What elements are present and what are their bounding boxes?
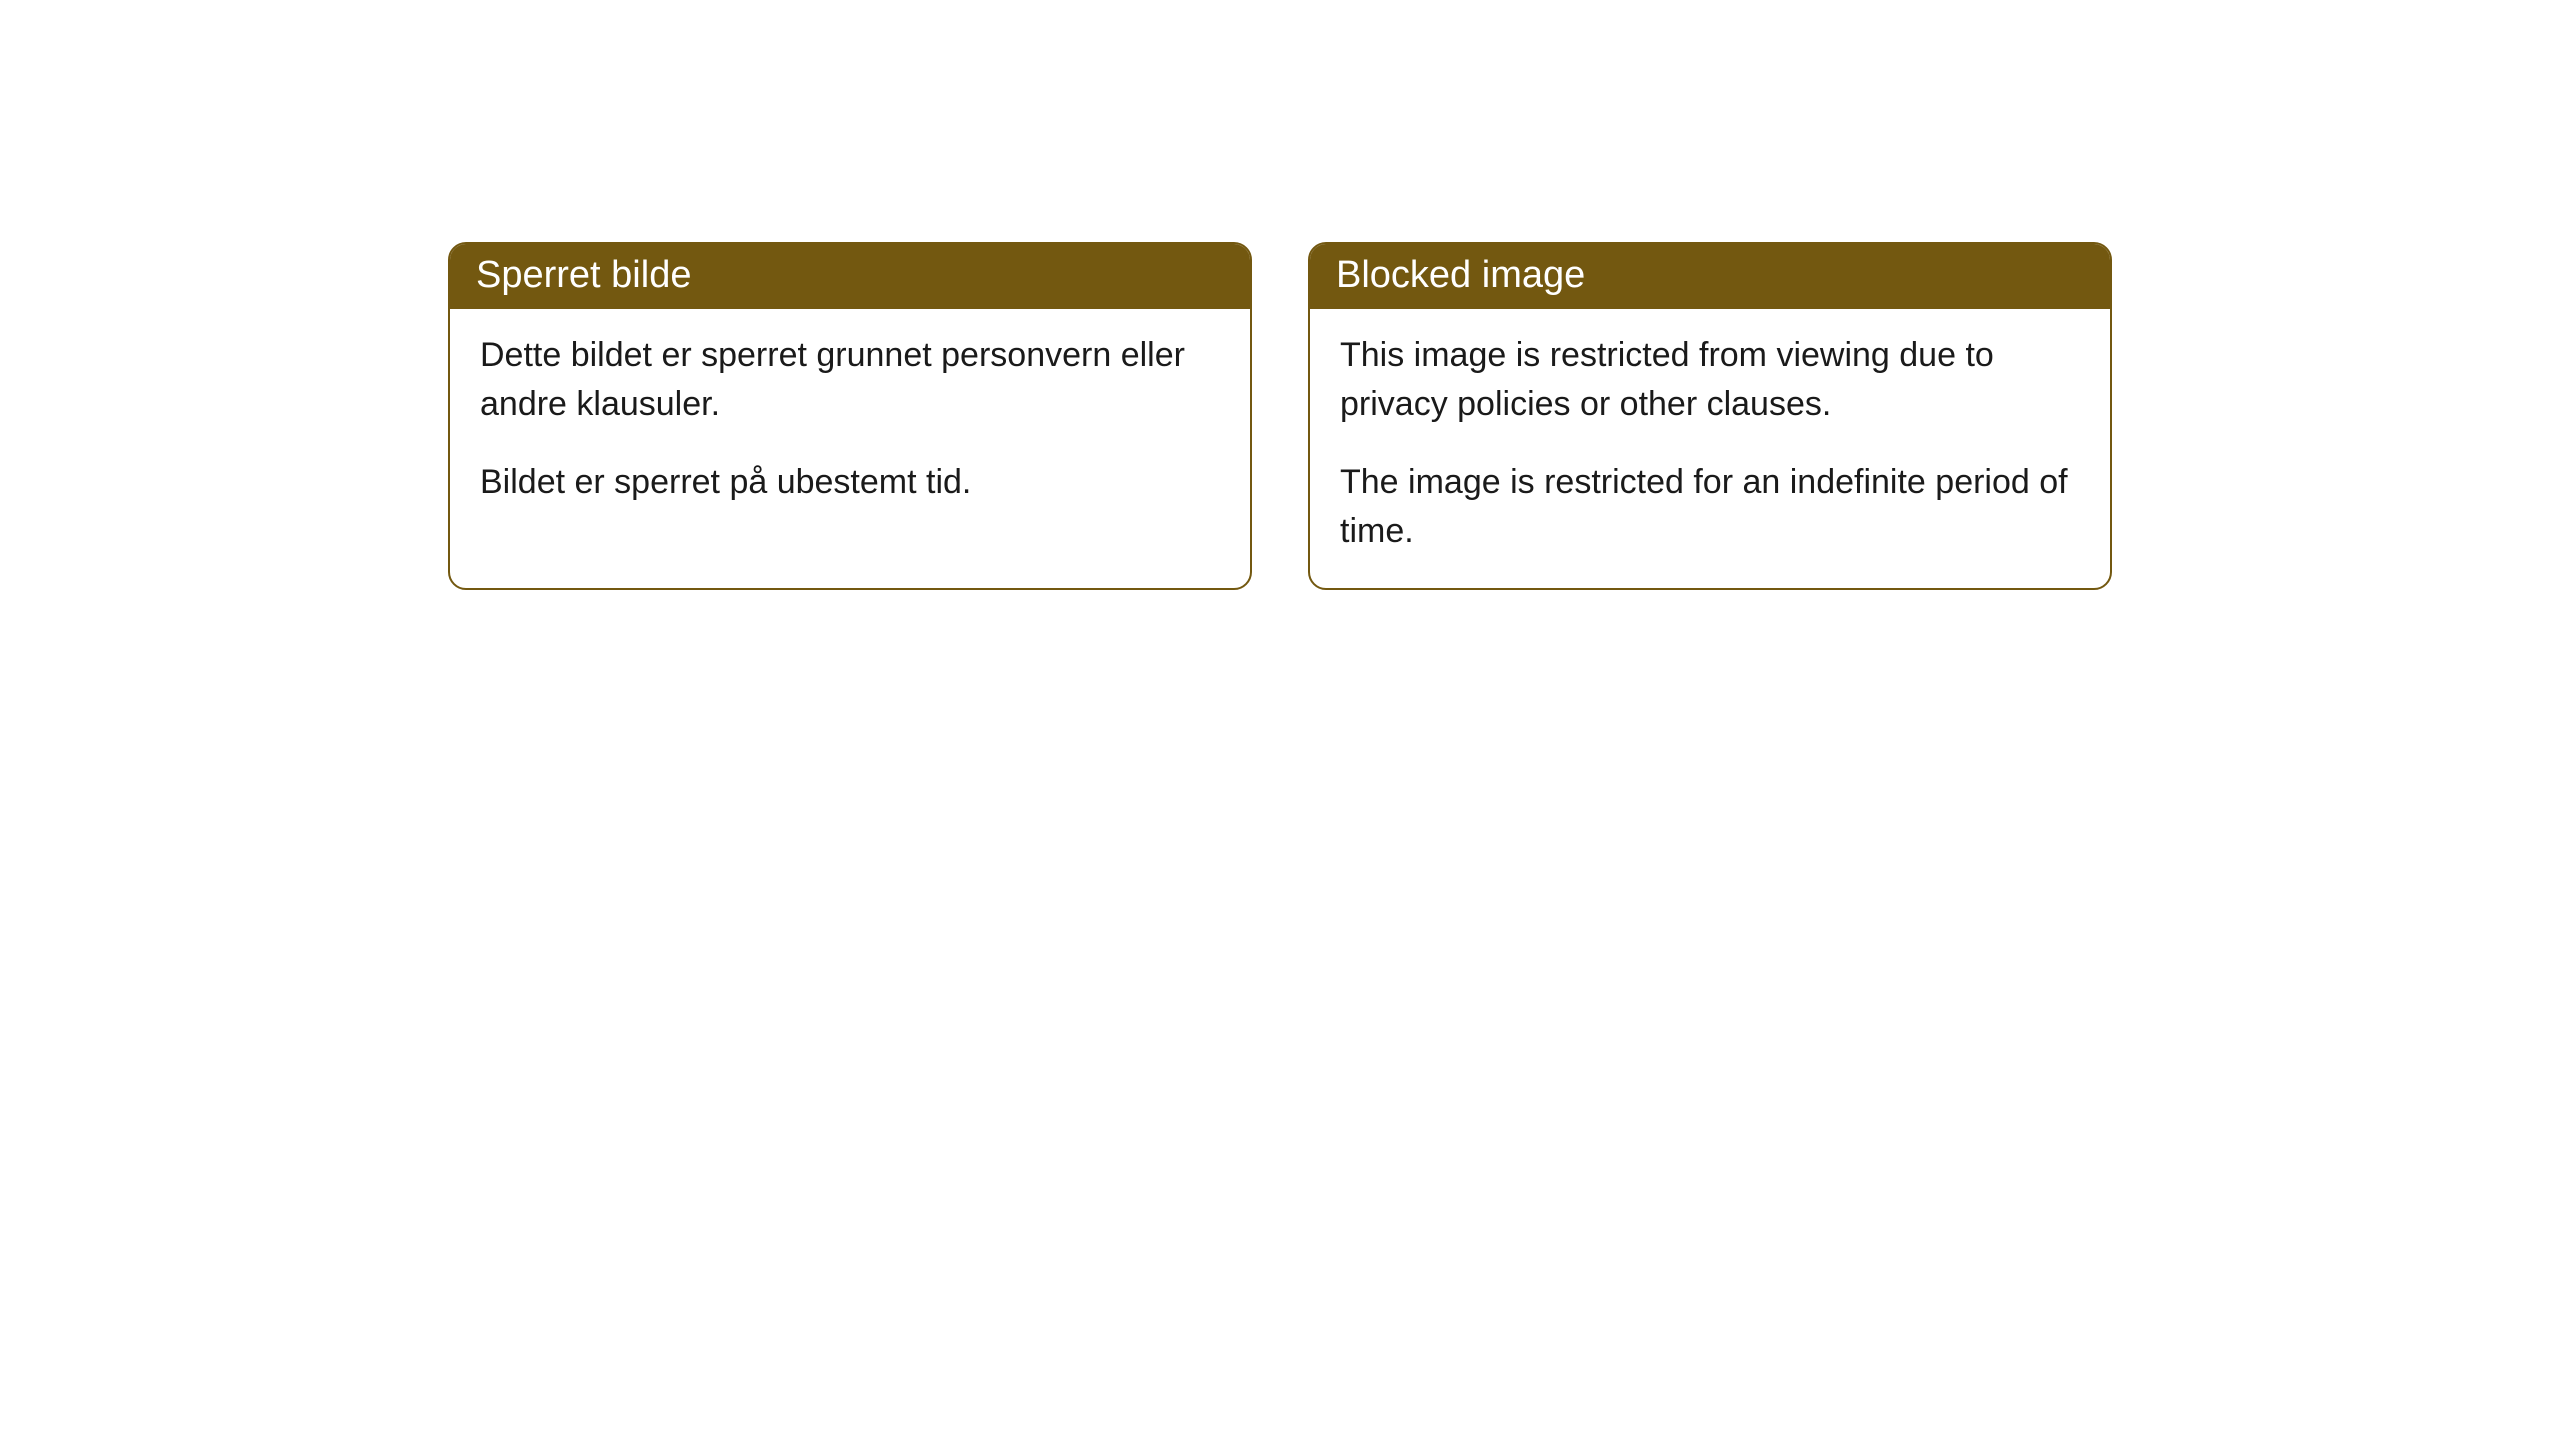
notice-cards-container: Sperret bilde Dette bildet er sperret gr… — [0, 0, 2560, 590]
card-paragraph: This image is restricted from viewing du… — [1340, 331, 2080, 430]
card-title: Sperret bilde — [476, 254, 691, 296]
card-body-english: This image is restricted from viewing du… — [1310, 309, 2110, 588]
card-header-english: Blocked image — [1310, 244, 2110, 309]
card-paragraph: Dette bildet er sperret grunnet personve… — [480, 331, 1220, 430]
card-paragraph: The image is restricted for an indefinit… — [1340, 458, 2080, 557]
notice-card-english: Blocked image This image is restricted f… — [1308, 242, 2112, 590]
notice-card-norwegian: Sperret bilde Dette bildet er sperret gr… — [448, 242, 1252, 590]
card-header-norwegian: Sperret bilde — [450, 244, 1250, 309]
card-paragraph: Bildet er sperret på ubestemt tid. — [480, 458, 1220, 507]
card-title: Blocked image — [1336, 254, 1585, 296]
card-body-norwegian: Dette bildet er sperret grunnet personve… — [450, 309, 1250, 539]
